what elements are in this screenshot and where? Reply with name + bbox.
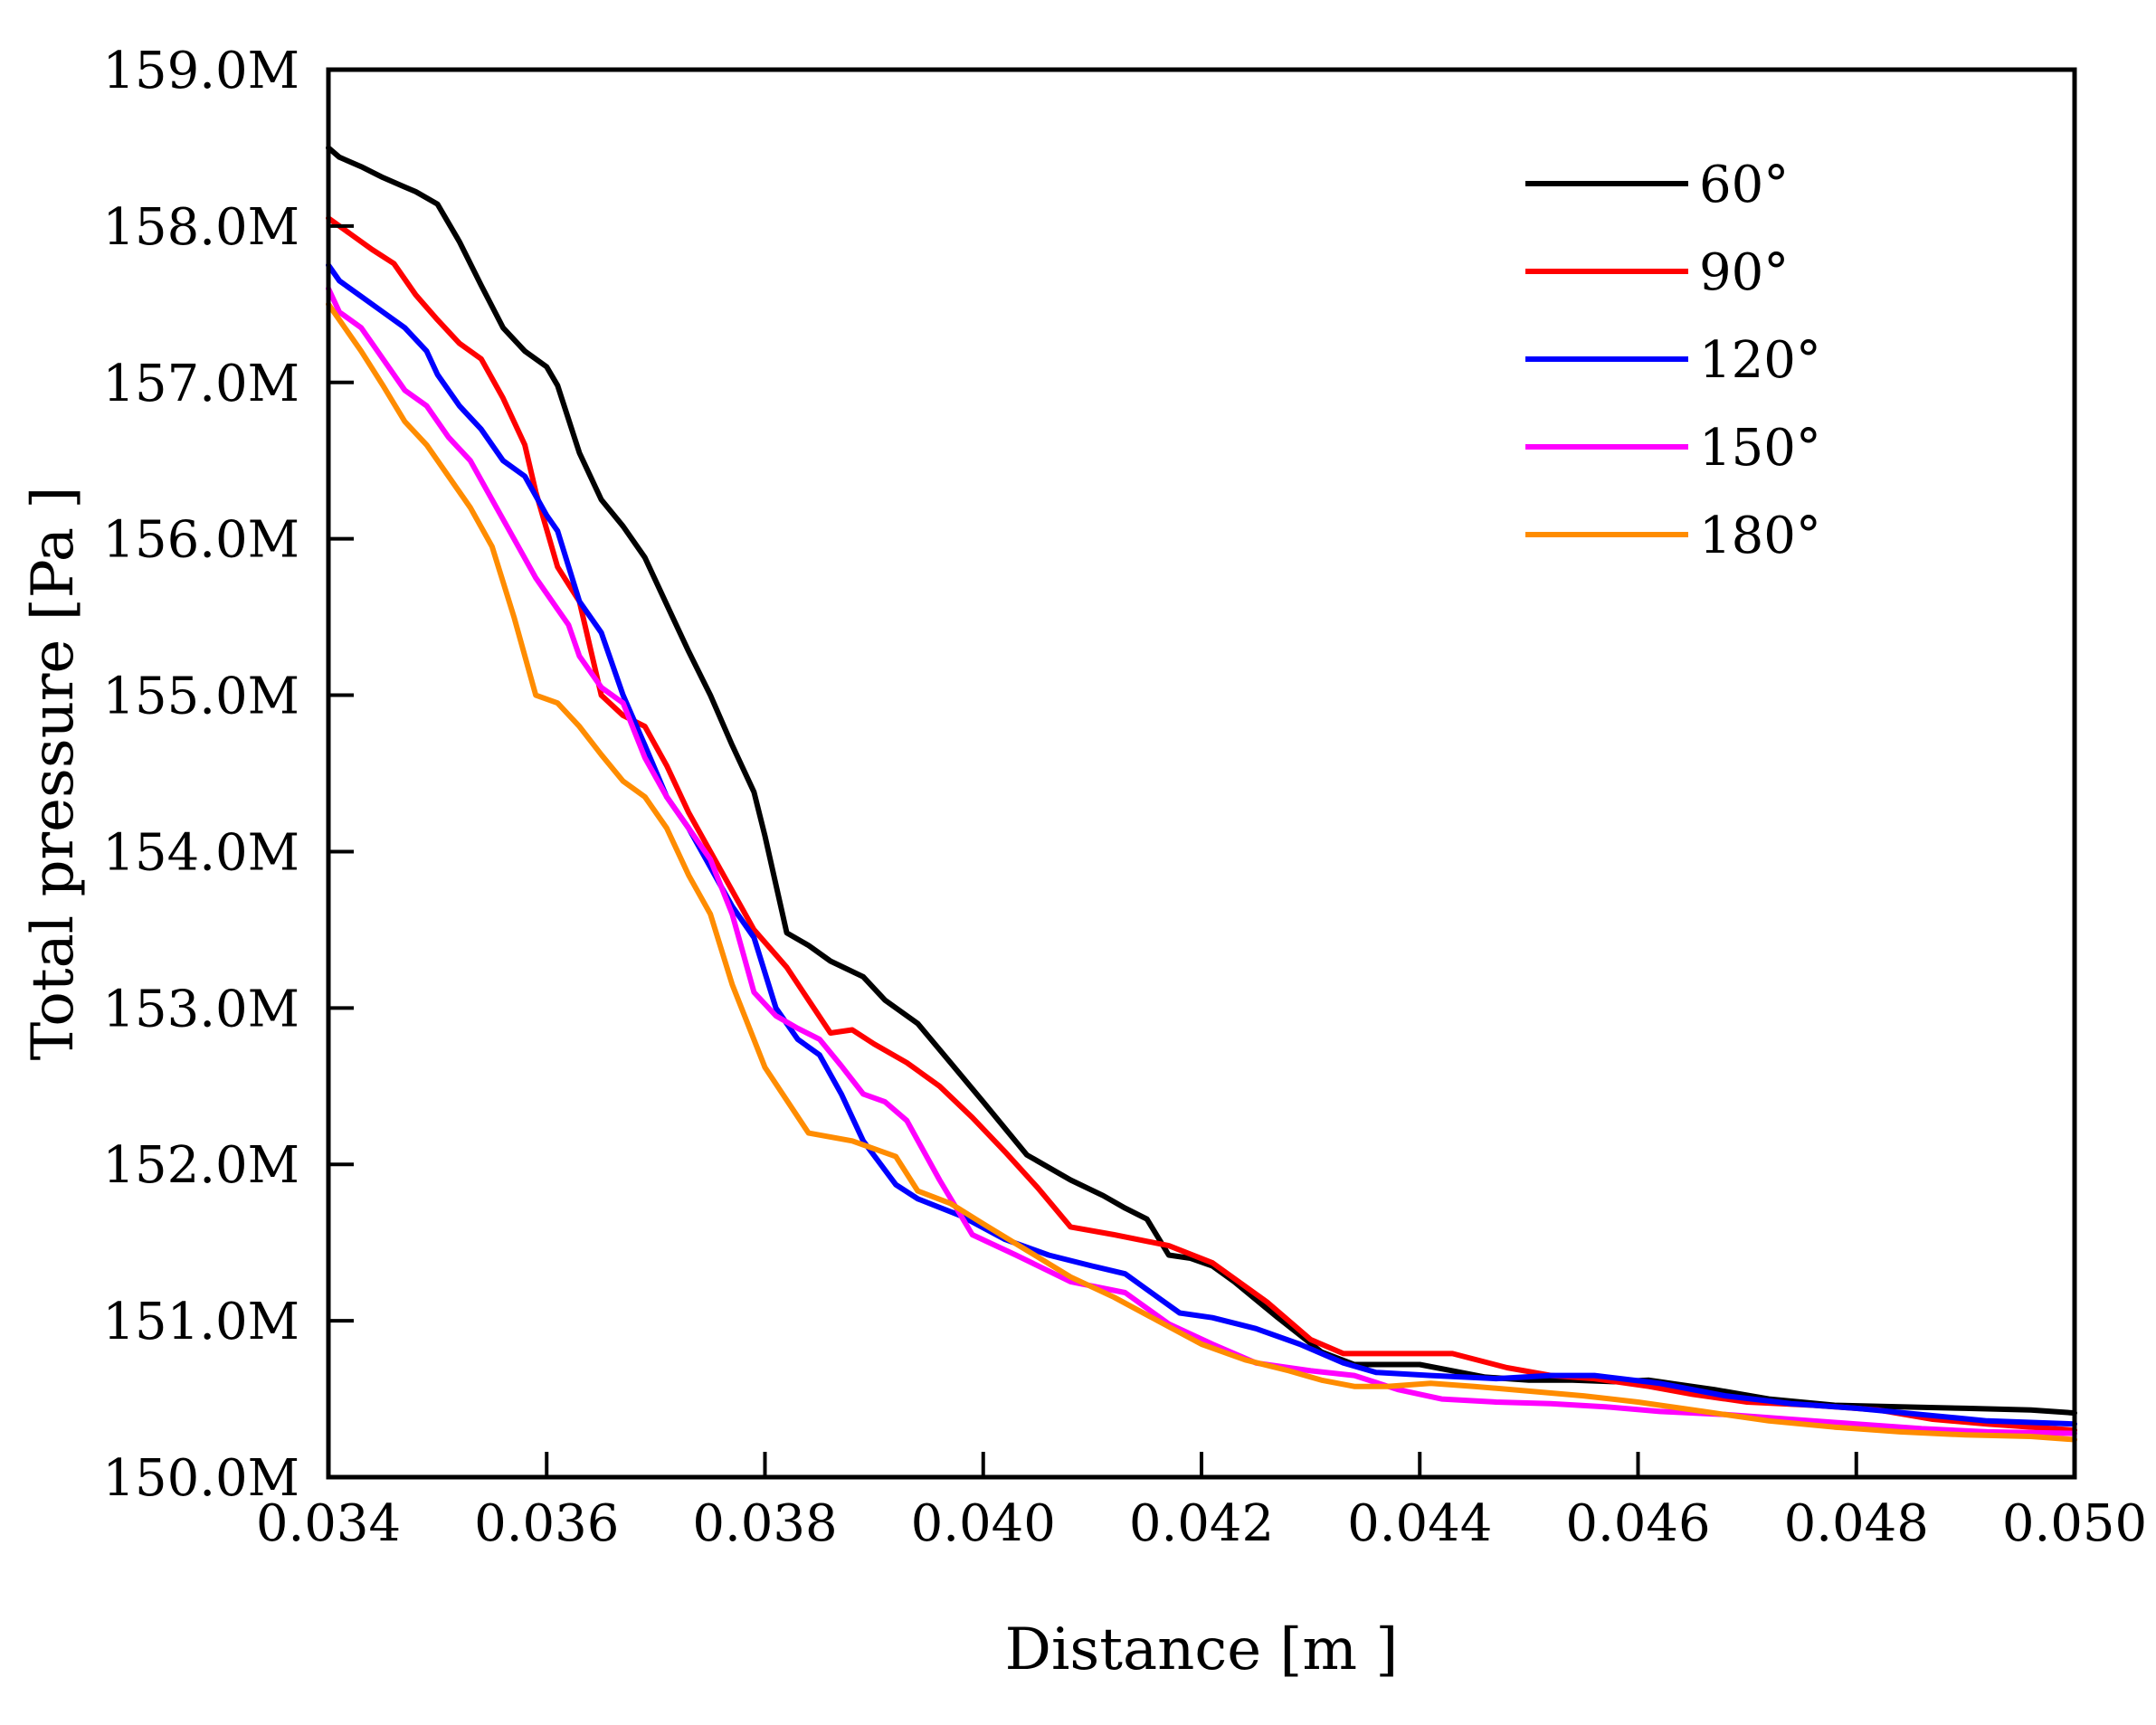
y-tick-label: 156.0M bbox=[102, 511, 299, 570]
legend-label: 150° bbox=[1699, 419, 1821, 478]
y-axis-title: Total pressure [Pa ] bbox=[20, 487, 87, 1061]
y-tick-label: 152.0M bbox=[102, 1136, 299, 1195]
y-tick-label: 150.0M bbox=[102, 1449, 299, 1508]
legend-label: 180° bbox=[1699, 507, 1821, 565]
x-tick-label: 0.036 bbox=[474, 1494, 619, 1553]
x-axis-title: Distance [m ] bbox=[1005, 1616, 1399, 1683]
series-line-120deg bbox=[326, 262, 2077, 1427]
series-layer bbox=[326, 145, 2077, 1443]
y-tick-label: 155.0M bbox=[102, 668, 299, 726]
y-tick-label: 151.0M bbox=[102, 1293, 299, 1351]
series-line-90deg bbox=[326, 215, 2077, 1434]
x-tick-label: 0.050 bbox=[2002, 1494, 2147, 1553]
x-tick-label: 0.038 bbox=[692, 1494, 837, 1553]
x-tick-label: 0.044 bbox=[1347, 1494, 1492, 1553]
x-tick-label: 0.048 bbox=[1784, 1494, 1929, 1553]
y-tick-label: 157.0M bbox=[102, 355, 299, 413]
y-tick-label: 154.0M bbox=[102, 823, 299, 882]
x-tick-label: 0.034 bbox=[256, 1494, 401, 1553]
legend-label: 120° bbox=[1699, 331, 1821, 390]
series-line-180deg bbox=[326, 301, 2077, 1443]
legend-label: 90° bbox=[1699, 243, 1789, 302]
x-tick-label: 0.040 bbox=[911, 1494, 1056, 1553]
ticks-layer: 0.034 0.036 0.038 0.040 0.042 0.044 0.046 0.048… bbox=[102, 42, 2147, 1553]
plot-frame bbox=[326, 67, 2077, 1480]
legend: 60° 90° 120° 150° 180° bbox=[1525, 156, 1821, 565]
x-tick-label: 0.046 bbox=[1565, 1494, 1710, 1553]
y-tick-label: 158.0M bbox=[102, 198, 299, 257]
series-line-150deg bbox=[326, 286, 2077, 1436]
legend-label: 60° bbox=[1699, 156, 1789, 214]
x-tick-label: 0.042 bbox=[1129, 1494, 1274, 1553]
y-tick-label: 159.0M bbox=[102, 42, 299, 100]
y-tick-label: 153.0M bbox=[102, 980, 299, 1038]
